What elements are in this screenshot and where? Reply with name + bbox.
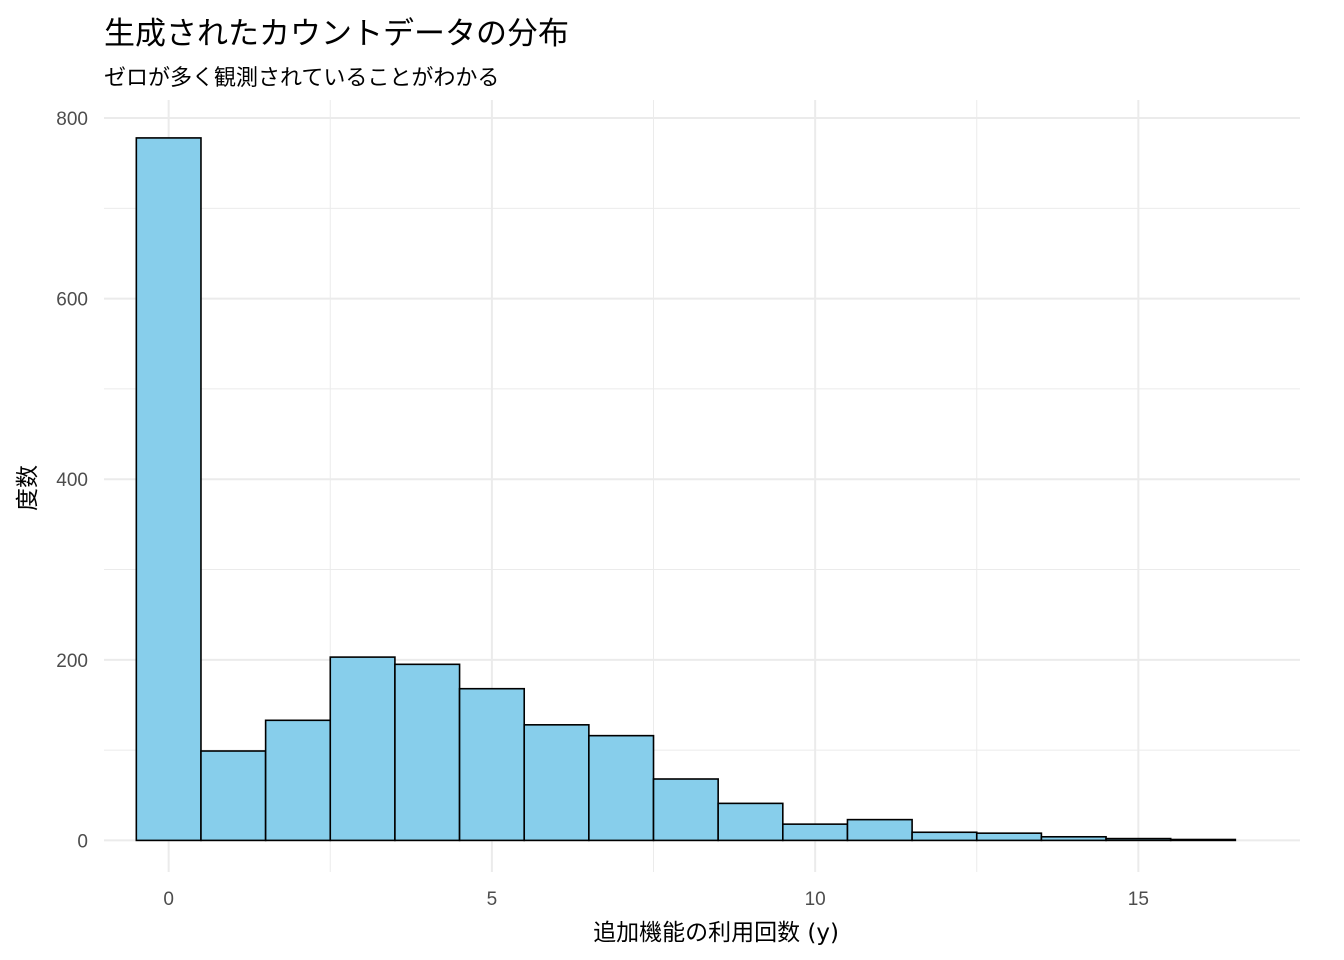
y-tick-label: 600	[56, 290, 88, 311]
histogram-bar	[458, 687, 526, 842]
x-tick-label: 5	[487, 889, 498, 910]
y-axis-title: 度数	[15, 465, 41, 511]
y-axis-ticks: 0 200 400 600 800	[56, 109, 88, 852]
histogram-bars	[135, 137, 1237, 842]
histogram-bar	[523, 724, 590, 842]
histogram-bar	[588, 734, 655, 842]
y-tick-label: 200	[56, 651, 88, 672]
y-tick-label: 800	[56, 109, 88, 130]
histogram-bar	[394, 663, 461, 842]
histogram-bar	[329, 656, 396, 842]
x-tick-label: 10	[805, 889, 826, 910]
histogram-bar	[264, 719, 332, 842]
x-tick-label: 15	[1128, 889, 1149, 910]
histogram-bar	[1105, 837, 1172, 842]
y-tick-label: 400	[56, 470, 88, 491]
histogram-bar	[911, 831, 978, 842]
x-tick-label: 0	[163, 889, 174, 910]
histogram-bar	[200, 750, 267, 842]
histogram-bar	[1169, 838, 1237, 842]
chart-title: 生成されたカウントデータの分布	[104, 16, 569, 52]
histogram-bar	[717, 802, 784, 842]
histogram-bar	[135, 137, 202, 842]
x-axis-ticks: 0 5 10 15	[163, 889, 1149, 910]
histogram-bar	[652, 778, 719, 842]
x-axis-title: 追加機能の利用回数 (y)	[593, 920, 839, 946]
histogram-bar	[782, 823, 849, 842]
chart-subtitle: ゼロが多く観測されていることがわかる	[104, 66, 500, 91]
histogram-bar	[846, 818, 913, 842]
histogram-bar	[1040, 835, 1107, 842]
y-tick-label: 0	[77, 831, 88, 852]
histogram-bar	[975, 832, 1043, 842]
